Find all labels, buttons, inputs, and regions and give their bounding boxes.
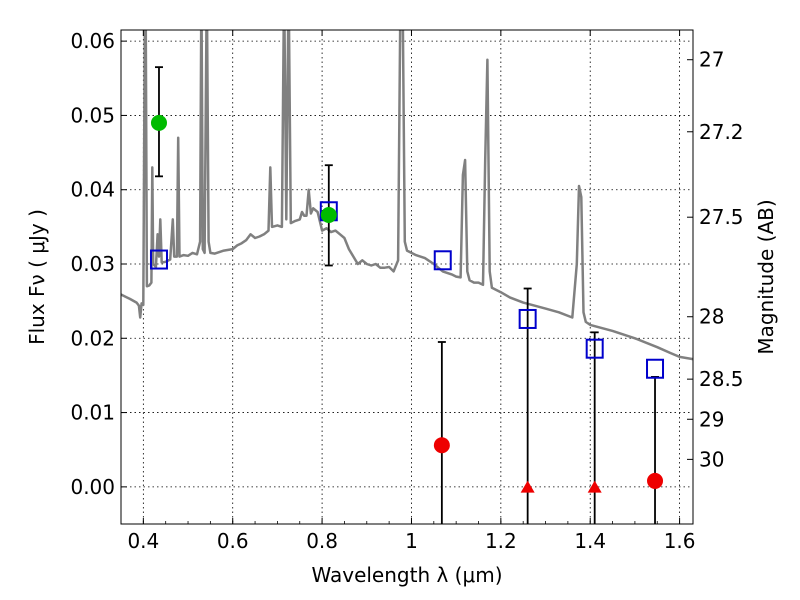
y-tick-label: 0.06 [70, 29, 115, 53]
detected-point [150, 114, 167, 131]
x-tick-label: 0.8 [306, 529, 338, 553]
nondetected-triangle-point [520, 480, 535, 493]
model-square-marker [433, 250, 452, 271]
right-tick-label: 27.5 [699, 205, 744, 229]
x-tick-label: 0.6 [217, 529, 249, 553]
y-tick-label: 0.05 [70, 103, 115, 127]
spectrum-line [121, 30, 693, 361]
y-tick-label: 0.00 [70, 475, 115, 499]
nondetected-triangle-point [587, 480, 602, 493]
y-tick-label: 0.04 [70, 178, 115, 202]
right-tick-label: 29 [699, 407, 724, 431]
right-tick-label: 28 [699, 305, 724, 329]
y-tick-label: 0.02 [70, 326, 115, 350]
right-axis-label: Magnitude (AB) [754, 199, 778, 354]
model-square-marker [518, 308, 537, 329]
model-square-marker [646, 358, 665, 379]
x-axis-label: Wavelength λ (μm) [311, 563, 502, 587]
right-tick-label: 30 [699, 447, 724, 471]
x-tick-label: 1.2 [485, 529, 517, 553]
right-tick-label: 27.2 [699, 120, 744, 144]
model-square-marker [585, 338, 604, 359]
x-tick-label: 1.4 [574, 529, 606, 553]
plot-frame [120, 29, 694, 525]
axis-ticks: 0.4 0.6 0.8 1 1.2 1.4 1.6 0.00 0.01 0.02 0.03 0.04 0… [70, 29, 743, 553]
x-tick-label: 0.4 [127, 529, 159, 553]
plot-area [121, 30, 693, 524]
right-tick-label: 27 [699, 48, 724, 72]
y-tick-label: 0.01 [70, 401, 115, 425]
x-tick-label: 1.6 [664, 529, 696, 553]
model-square-marker [149, 249, 168, 270]
y-axis-label: Flux Fν ( μJy ) [25, 209, 49, 345]
right-tick-label: 28.5 [699, 367, 744, 391]
x-tick-label: 1 [405, 529, 418, 553]
nondetected-circle-point [647, 472, 664, 489]
y-tick-label: 0.03 [70, 252, 115, 276]
nondetected-circle-point [433, 437, 450, 454]
detected-point [320, 206, 337, 223]
